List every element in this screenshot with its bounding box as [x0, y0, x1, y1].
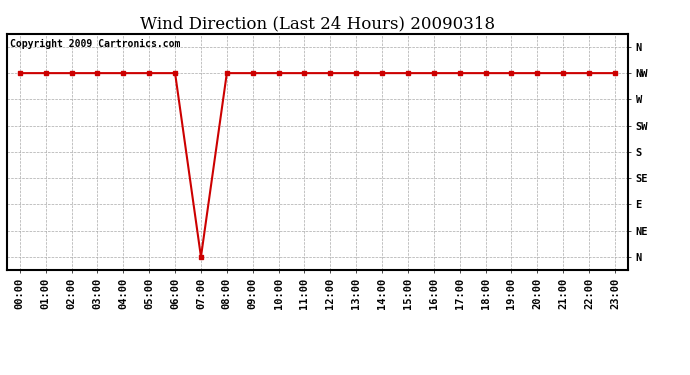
- Title: Wind Direction (Last 24 Hours) 20090318: Wind Direction (Last 24 Hours) 20090318: [140, 15, 495, 32]
- Text: Copyright 2009 Cartronics.com: Copyright 2009 Cartronics.com: [10, 39, 180, 48]
